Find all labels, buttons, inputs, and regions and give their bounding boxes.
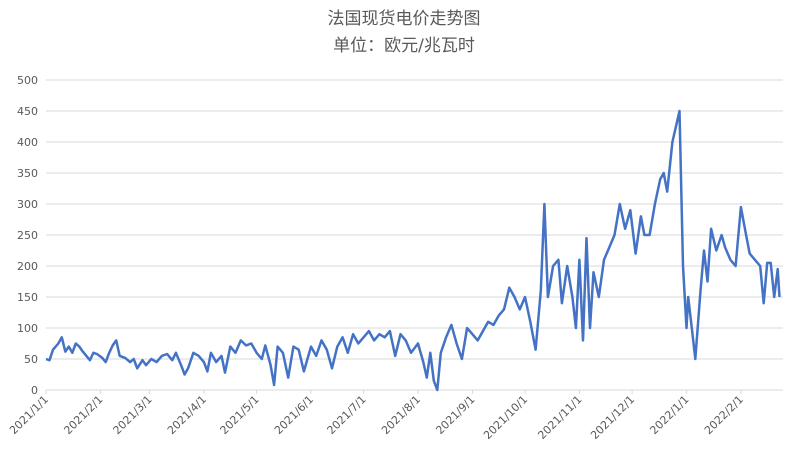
y-tick-label: 300 [17, 198, 38, 211]
y-tick-label: 400 [17, 136, 38, 149]
y-tick-label: 150 [17, 291, 38, 304]
y-tick-label: 200 [17, 260, 38, 273]
y-tick-label: 0 [31, 384, 38, 397]
y-tick-label: 250 [17, 229, 38, 242]
chart-title: 法国现货电价走势图 [328, 9, 481, 29]
y-tick-label: 500 [17, 74, 38, 87]
chart-subtitle: 单位：欧元/兆瓦时 [333, 36, 475, 56]
y-tick-label: 50 [24, 353, 38, 366]
y-tick-label: 100 [17, 322, 38, 335]
y-tick-label: 350 [17, 167, 38, 180]
series-line [45, 109, 781, 392]
y-tick-label: 450 [17, 105, 38, 118]
